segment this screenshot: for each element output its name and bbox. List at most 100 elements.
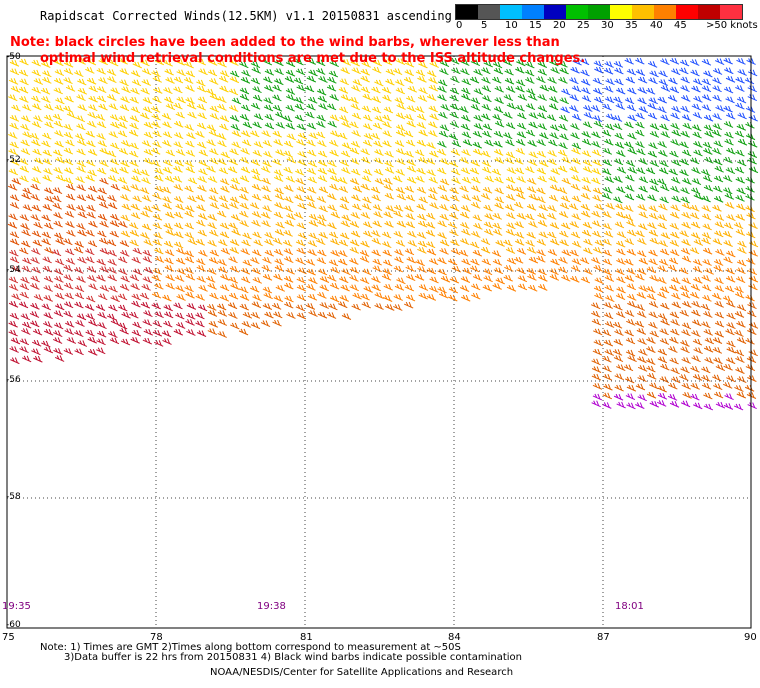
wind-barb — [164, 265, 175, 272]
wind-barb — [228, 312, 238, 319]
wind-barb — [723, 240, 733, 247]
wind-barb — [198, 160, 208, 167]
wind-barb — [76, 148, 86, 156]
wind-barb — [175, 111, 185, 119]
wind-barb — [473, 223, 483, 230]
wind-barb — [701, 85, 712, 93]
wind-barb — [626, 68, 637, 76]
wind-barb — [748, 349, 758, 357]
wind-barb — [250, 312, 261, 319]
wind-barb — [207, 176, 218, 183]
wind-barb — [406, 105, 417, 113]
wind-barb — [197, 112, 207, 120]
wind-barb — [173, 302, 183, 310]
wind-barb — [43, 285, 53, 292]
wind-barb — [264, 239, 274, 246]
wind-barb — [184, 267, 194, 274]
wind-barb — [670, 231, 680, 239]
wind-barb — [9, 194, 20, 202]
wind-barb — [714, 58, 725, 66]
wind-barb — [131, 329, 142, 337]
wind-barb — [692, 131, 702, 139]
wind-barb — [317, 219, 327, 227]
wind-barb — [66, 230, 76, 237]
wind-barb — [207, 328, 217, 336]
wind-barb — [558, 257, 568, 264]
wind-barb — [8, 148, 18, 156]
wind-barb — [669, 401, 680, 408]
wind-barb — [295, 168, 305, 176]
wind-barb — [437, 232, 447, 239]
wind-barb — [76, 58, 86, 65]
wind-barb — [306, 103, 316, 111]
wind-barb — [131, 175, 141, 183]
wind-barb — [77, 78, 87, 86]
wind-barb — [351, 303, 361, 311]
wind-barb — [461, 176, 472, 184]
wind-barb — [21, 355, 32, 363]
wind-barb — [417, 213, 427, 221]
wind-barb — [207, 283, 217, 290]
wind-barb — [229, 202, 239, 210]
wind-barb — [261, 220, 271, 228]
wind-barb — [275, 122, 285, 129]
wind-barb — [723, 382, 733, 389]
wind-barb — [669, 86, 680, 94]
wind-barb — [151, 121, 161, 129]
wind-barb — [691, 167, 701, 174]
wind-barb — [438, 130, 449, 138]
wind-barb — [417, 266, 427, 273]
wind-barb — [724, 193, 735, 200]
wind-barb — [208, 157, 219, 165]
wind-barb — [646, 293, 657, 301]
wind-barb — [252, 94, 263, 102]
wind-barb — [44, 103, 54, 111]
wind-barb — [637, 204, 647, 211]
wind-barb — [132, 268, 143, 276]
wind-barb — [472, 249, 483, 257]
wind-barb — [271, 303, 282, 310]
wind-barb — [76, 160, 86, 168]
wind-barb — [514, 201, 524, 209]
wind-barb — [616, 276, 626, 284]
wind-barb — [416, 122, 427, 129]
wind-barb — [437, 185, 448, 192]
wind-barb — [537, 268, 547, 276]
wind-barb — [85, 229, 95, 237]
wind-barb — [549, 184, 560, 192]
wind-barb — [395, 124, 406, 132]
wind-barb — [97, 187, 107, 195]
wind-barb — [506, 212, 516, 220]
wind-barb — [671, 301, 681, 309]
wind-barb — [503, 112, 513, 119]
wind-barb — [693, 193, 704, 200]
wind-barb — [548, 139, 558, 147]
wind-barb — [635, 141, 645, 148]
wind-barb — [682, 122, 692, 130]
wind-barb — [64, 328, 74, 336]
legend-label: 45 — [674, 20, 687, 31]
wind-barb — [186, 312, 196, 320]
wind-barb — [702, 141, 713, 149]
wind-barb — [118, 148, 129, 155]
wind-barb — [405, 139, 416, 147]
wind-barb — [473, 123, 484, 130]
wind-barb — [8, 78, 19, 85]
wind-barb — [296, 84, 306, 92]
wind-barb — [284, 76, 295, 83]
wind-barb — [273, 139, 283, 146]
wind-barb — [460, 276, 471, 283]
wind-barb — [120, 160, 130, 168]
wind-barb — [713, 140, 723, 148]
wind-barb — [19, 283, 30, 291]
wind-barb — [449, 87, 460, 95]
wind-barb — [184, 285, 194, 292]
wind-barb — [429, 61, 439, 68]
wind-barb — [626, 229, 637, 237]
wind-barb — [407, 85, 418, 93]
wind-barb — [96, 133, 106, 140]
wind-barb — [437, 86, 447, 93]
wind-barb — [264, 85, 274, 92]
wind-barb — [681, 277, 691, 285]
wind-barb — [669, 337, 679, 344]
